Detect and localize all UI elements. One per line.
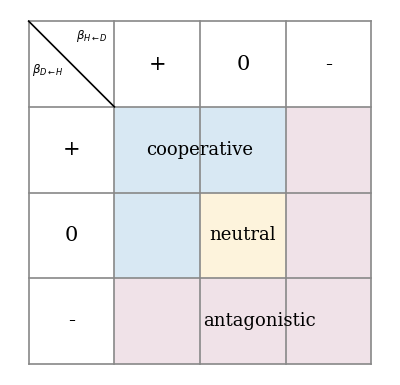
Text: antagonistic: antagonistic (204, 312, 316, 330)
Text: +: + (148, 55, 166, 74)
Text: $\beta_{D\leftarrow H}$: $\beta_{D\leftarrow H}$ (32, 62, 64, 78)
Bar (114, 192, 200, 278)
Bar (114, 107, 286, 192)
Text: $\beta_{H\leftarrow D}$: $\beta_{H\leftarrow D}$ (76, 28, 108, 44)
Text: -: - (68, 311, 75, 330)
Text: cooperative: cooperative (146, 141, 254, 159)
Bar (286, 107, 371, 364)
Text: 0: 0 (65, 226, 78, 245)
Text: neutral: neutral (210, 226, 276, 244)
Text: 0: 0 (236, 55, 250, 74)
Text: +: + (63, 140, 80, 159)
Bar (200, 192, 286, 278)
Bar (114, 278, 286, 364)
Text: -: - (325, 55, 332, 74)
